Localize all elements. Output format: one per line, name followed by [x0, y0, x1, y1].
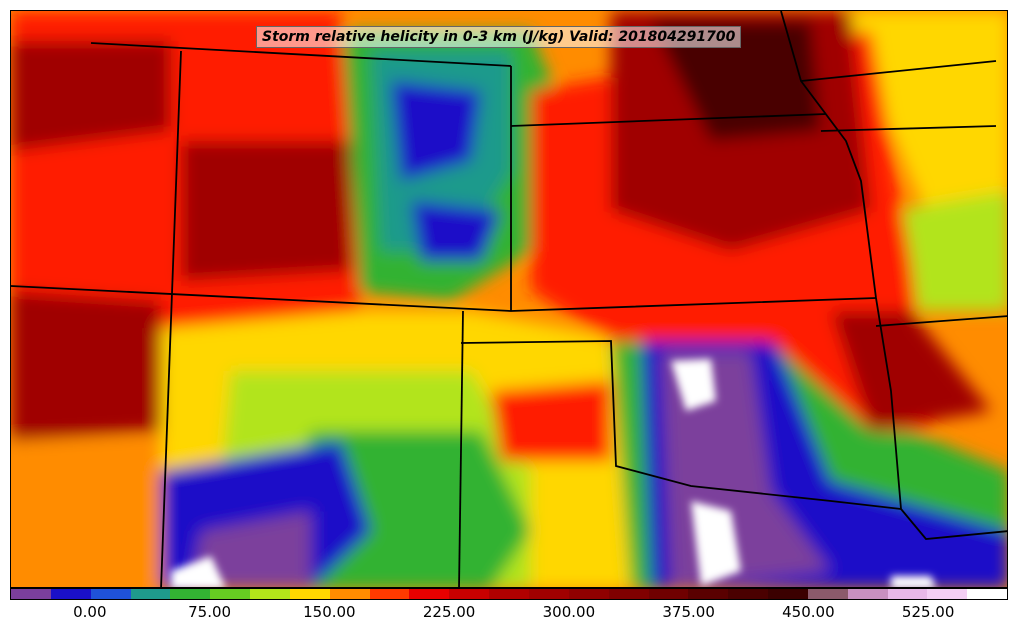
colorbar-segment — [648, 589, 689, 599]
field-dark-west-2 — [181, 141, 351, 281]
field-blue-north-1 — [391, 81, 481, 181]
colorbar-tick-label: 150.00 — [303, 603, 356, 621]
colorbar-segment — [409, 589, 450, 599]
colorbar-segment — [728, 589, 769, 599]
field-white-texas-1 — [691, 501, 741, 586]
colorbar-segment — [170, 589, 211, 599]
field-red-southwest — [11, 441, 161, 587]
boundary-7 — [460, 340, 902, 510]
colorbar-segment — [329, 589, 370, 599]
colorbar-tick-label: 525.00 — [901, 603, 955, 621]
colorbar-segment — [210, 589, 251, 599]
boundary-10 — [875, 315, 1007, 327]
field-red-oklahoma — [491, 381, 611, 461]
field-white-kansas — [671, 359, 716, 411]
colorbar-tick-label: 375.00 — [662, 603, 715, 621]
field-blue-north-2 — [411, 201, 501, 261]
field-lime-east — [891, 191, 1007, 311]
colorbar-segment — [369, 589, 410, 599]
field-dark-east-core — [651, 21, 821, 141]
helicity-map — [11, 11, 1007, 587]
colorbar-segment — [807, 589, 848, 599]
field-white-patches — [171, 359, 936, 587]
field-dark-west-1 — [11, 41, 171, 151]
boundary-1 — [90, 42, 512, 67]
state-boundaries — [11, 11, 1007, 587]
colorbar-segment — [130, 589, 171, 599]
colorbar-ticks: 0.00 75.00 150.00 225.00 300.00 375.00 450.00 5… — [10, 601, 1008, 631]
colorbar-segment — [847, 589, 888, 599]
boundary-12 — [820, 125, 997, 132]
colorbar-segment — [688, 589, 729, 599]
colorbar-tick-label: 225.00 — [422, 603, 476, 621]
colorbar-segment — [568, 589, 609, 599]
map-title: Storm relative helicity in 0-3 km (J/kg)… — [256, 26, 742, 48]
boundary-11 — [900, 508, 1007, 540]
boundary-9 — [800, 60, 997, 82]
field-white-east — [891, 576, 936, 587]
boundary-4 — [160, 50, 182, 587]
field-dark-southeast — [831, 311, 991, 431]
colorbar-segment — [608, 589, 649, 599]
colorbar-segment — [967, 589, 1008, 599]
colorbar-segment — [11, 589, 51, 599]
map-panel: Storm relative helicity in 0-3 km (J/kg)… — [10, 10, 1008, 588]
colorbar-segment — [927, 589, 968, 599]
colorbar-segment — [250, 589, 290, 599]
colorbar-segment — [50, 589, 91, 599]
colorbar-segment — [528, 589, 569, 599]
boundary-6 — [458, 310, 464, 587]
field-white-texas-2 — [171, 556, 226, 587]
colorbar-segment — [289, 589, 330, 599]
colorbar-tick-label: 450.00 — [782, 603, 835, 621]
colorbar-tick-label: 0.00 — [73, 603, 107, 621]
boundary-5 — [510, 113, 827, 127]
colorbar-segment — [449, 589, 490, 599]
field-purple-southwest — [191, 511, 311, 587]
colorbar-tick-label: 300.00 — [542, 603, 596, 621]
colorbar-segment — [768, 589, 808, 599]
colorbar-segment — [489, 589, 529, 599]
colorbar-segment — [887, 589, 928, 599]
colorbar-tick-label: 75.00 — [188, 603, 232, 621]
colorbar — [10, 588, 1008, 600]
boundary-3 — [11, 285, 877, 312]
colorbar-segment — [90, 589, 131, 599]
field-dark-west-3 — [11, 291, 161, 441]
